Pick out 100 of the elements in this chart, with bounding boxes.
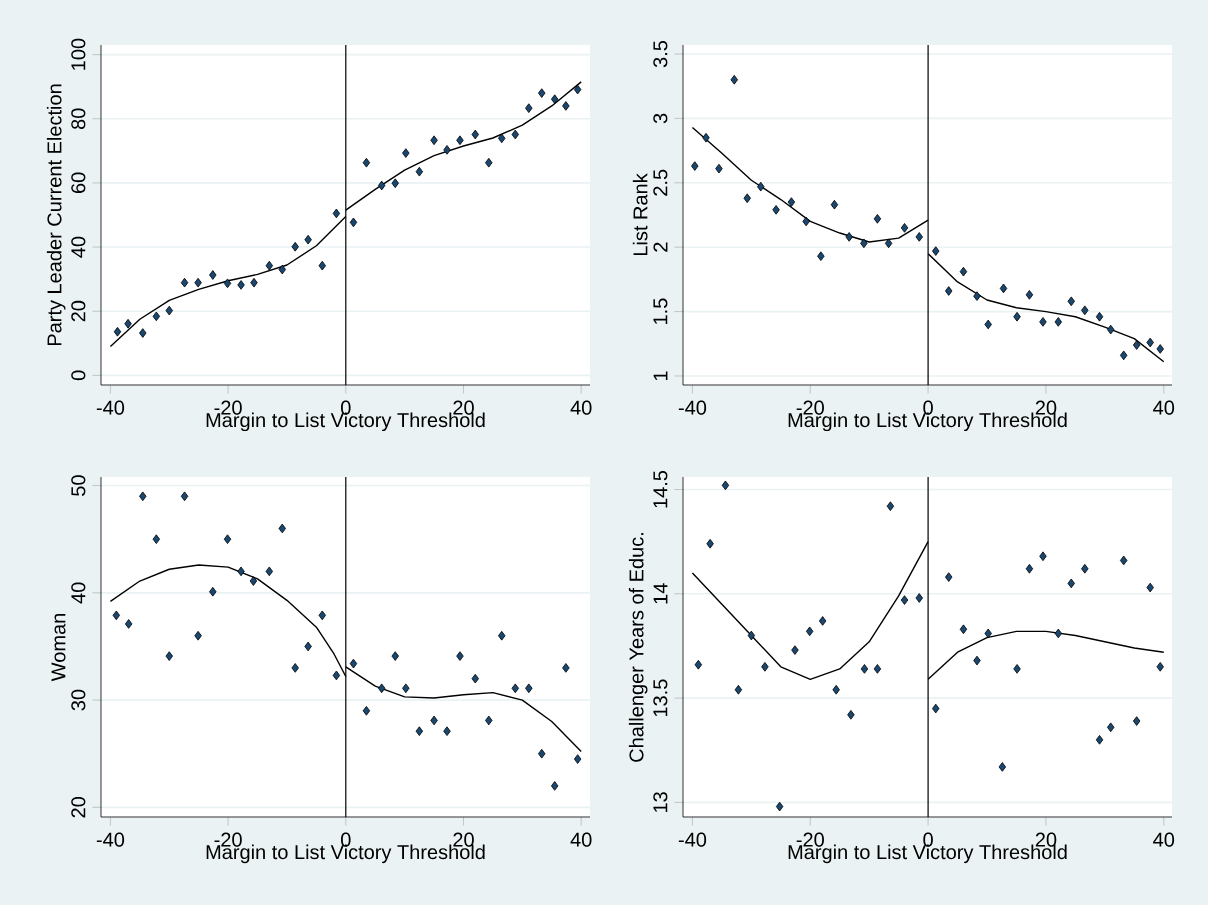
point xyxy=(124,318,132,329)
point xyxy=(223,278,232,289)
point xyxy=(402,683,410,694)
point xyxy=(945,572,953,582)
point xyxy=(249,576,258,586)
point xyxy=(973,655,981,666)
point xyxy=(761,662,769,672)
point xyxy=(304,641,312,652)
point xyxy=(562,101,570,111)
y-tick-label: 60 xyxy=(71,172,86,194)
point xyxy=(223,534,232,544)
point xyxy=(525,683,533,694)
x-tick-label: 40 xyxy=(1153,400,1175,415)
point xyxy=(362,157,371,168)
point xyxy=(291,663,299,673)
point xyxy=(551,94,559,104)
point xyxy=(702,132,710,143)
point xyxy=(900,595,909,605)
y-tick-label: 0 xyxy=(71,370,86,381)
point xyxy=(805,626,814,637)
point xyxy=(1067,578,1075,589)
point xyxy=(209,270,217,280)
point xyxy=(1132,716,1141,726)
point xyxy=(1081,563,1089,574)
y-tick-label: 2.5 xyxy=(653,169,668,196)
point xyxy=(332,208,341,219)
point xyxy=(113,326,122,337)
point xyxy=(802,216,810,227)
point xyxy=(237,280,245,290)
point xyxy=(471,673,479,684)
point xyxy=(456,135,464,146)
y-tick-label: 3 xyxy=(653,113,668,124)
point xyxy=(538,88,546,98)
point xyxy=(318,260,326,271)
point xyxy=(1119,350,1128,361)
y-tick-label: 50 xyxy=(71,475,86,496)
point xyxy=(873,214,882,224)
point xyxy=(932,703,940,714)
point xyxy=(152,534,161,544)
x-tick-label: -40 xyxy=(96,832,125,847)
point xyxy=(456,651,464,661)
y-tick-label: 1 xyxy=(653,371,668,381)
point xyxy=(747,630,756,641)
y-tick-label: 20 xyxy=(71,797,86,818)
point xyxy=(1054,628,1062,639)
point xyxy=(1095,735,1104,745)
point xyxy=(250,277,258,288)
point xyxy=(884,238,893,249)
x-tick-label: -40 xyxy=(678,832,707,847)
point xyxy=(1132,340,1141,350)
point xyxy=(984,319,992,330)
point xyxy=(377,683,386,694)
y-tick-label: 3.5 xyxy=(653,40,668,68)
point xyxy=(734,684,743,695)
point xyxy=(415,726,424,736)
point xyxy=(377,180,386,191)
point xyxy=(194,630,202,641)
point xyxy=(775,801,784,812)
point xyxy=(209,586,217,597)
point xyxy=(791,645,799,655)
y-tick-label: 13 xyxy=(653,792,668,812)
point xyxy=(715,163,723,174)
y-axis-title: List Rank xyxy=(632,173,648,256)
point xyxy=(757,181,765,192)
point xyxy=(1095,311,1104,322)
y-tick-label: 40 xyxy=(71,582,86,604)
x-tick-label: -40 xyxy=(96,400,125,415)
point xyxy=(1146,582,1154,593)
point xyxy=(443,145,451,155)
point xyxy=(265,260,273,271)
point xyxy=(573,754,582,764)
point xyxy=(180,277,189,288)
point xyxy=(349,658,358,669)
point xyxy=(915,232,923,242)
y-tick-label: 40 xyxy=(71,236,86,258)
point xyxy=(443,726,451,736)
point xyxy=(999,283,1008,294)
point xyxy=(1013,311,1021,322)
point xyxy=(860,664,869,674)
point xyxy=(498,133,506,144)
point xyxy=(706,538,714,549)
point xyxy=(194,277,202,288)
point xyxy=(415,166,424,177)
point xyxy=(562,663,570,673)
point xyxy=(391,651,399,661)
point xyxy=(1107,324,1115,335)
point xyxy=(391,178,399,189)
x-tick-label: -40 xyxy=(678,400,707,415)
point xyxy=(860,238,868,249)
point xyxy=(900,223,909,233)
point xyxy=(1081,305,1089,316)
x-tick-label: 40 xyxy=(1153,832,1175,847)
point xyxy=(772,205,780,215)
point xyxy=(180,491,189,502)
point xyxy=(1039,317,1047,327)
y-axis-title: Woman xyxy=(51,614,66,682)
y-tick-label: 1.5 xyxy=(653,298,668,324)
y-axis-title: Challenger Years of Educ. xyxy=(628,533,648,762)
y-tick-label: 14 xyxy=(653,583,668,604)
point xyxy=(984,628,992,639)
